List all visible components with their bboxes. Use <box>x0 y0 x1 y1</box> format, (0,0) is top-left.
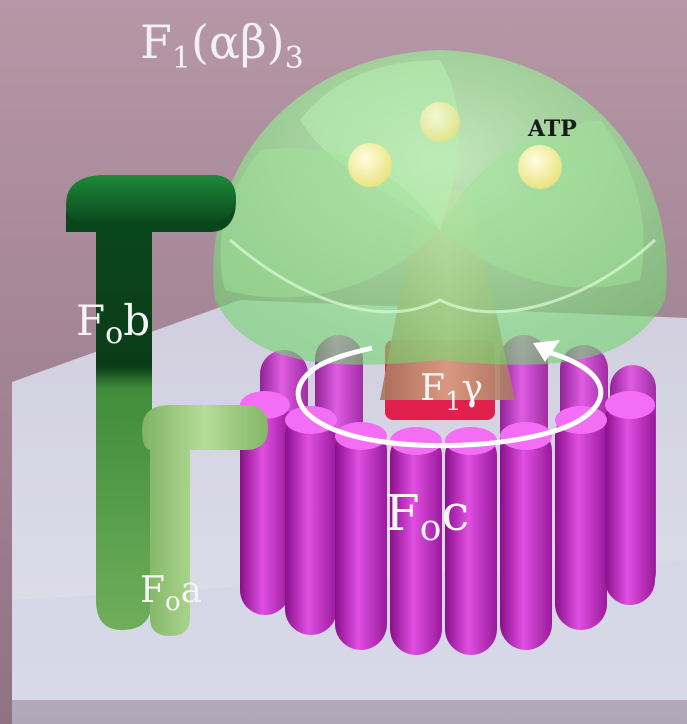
label-f1-alpha-beta: F1(αβ)3 <box>140 15 304 76</box>
atp-sphere-left <box>348 143 392 187</box>
label-atp: ATP <box>527 116 577 142</box>
label-f1-gamma: F1γ <box>420 368 483 417</box>
subunit-a <box>142 405 268 636</box>
atp-sphere-top <box>420 102 460 142</box>
stator-b <box>66 175 236 630</box>
label-foa: Foa <box>140 570 202 617</box>
rotation-arrow <box>295 340 604 449</box>
atp-sphere-right <box>518 145 562 189</box>
label-foc: Foc <box>385 484 469 549</box>
label-fob: Fob <box>76 296 150 351</box>
f1-head <box>213 50 667 365</box>
